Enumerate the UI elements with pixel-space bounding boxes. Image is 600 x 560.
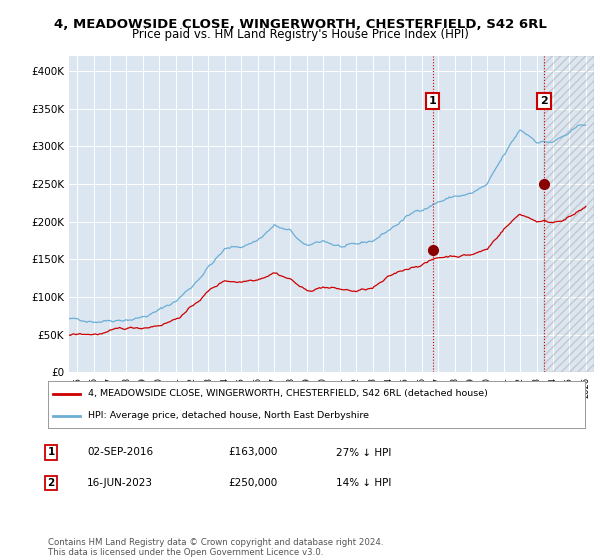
Text: Contains HM Land Registry data © Crown copyright and database right 2024.
This d: Contains HM Land Registry data © Crown c… bbox=[48, 538, 383, 557]
Text: 4, MEADOWSIDE CLOSE, WINGERWORTH, CHESTERFIELD, S42 6RL: 4, MEADOWSIDE CLOSE, WINGERWORTH, CHESTE… bbox=[53, 18, 547, 31]
Text: 16-JUN-2023: 16-JUN-2023 bbox=[87, 478, 153, 488]
Text: 27% ↓ HPI: 27% ↓ HPI bbox=[336, 447, 391, 458]
Bar bbox=[544, 56, 594, 372]
Text: £250,000: £250,000 bbox=[228, 478, 277, 488]
Text: 14% ↓ HPI: 14% ↓ HPI bbox=[336, 478, 391, 488]
Text: 1: 1 bbox=[47, 447, 55, 458]
Text: 02-SEP-2016: 02-SEP-2016 bbox=[87, 447, 153, 458]
Text: £163,000: £163,000 bbox=[228, 447, 277, 458]
Text: 2: 2 bbox=[540, 96, 548, 106]
Text: Price paid vs. HM Land Registry's House Price Index (HPI): Price paid vs. HM Land Registry's House … bbox=[131, 28, 469, 41]
Text: 1: 1 bbox=[429, 96, 437, 106]
Text: 4, MEADOWSIDE CLOSE, WINGERWORTH, CHESTERFIELD, S42 6RL (detached house): 4, MEADOWSIDE CLOSE, WINGERWORTH, CHESTE… bbox=[88, 389, 488, 398]
Text: HPI: Average price, detached house, North East Derbyshire: HPI: Average price, detached house, Nort… bbox=[88, 411, 369, 420]
Text: 2: 2 bbox=[47, 478, 55, 488]
